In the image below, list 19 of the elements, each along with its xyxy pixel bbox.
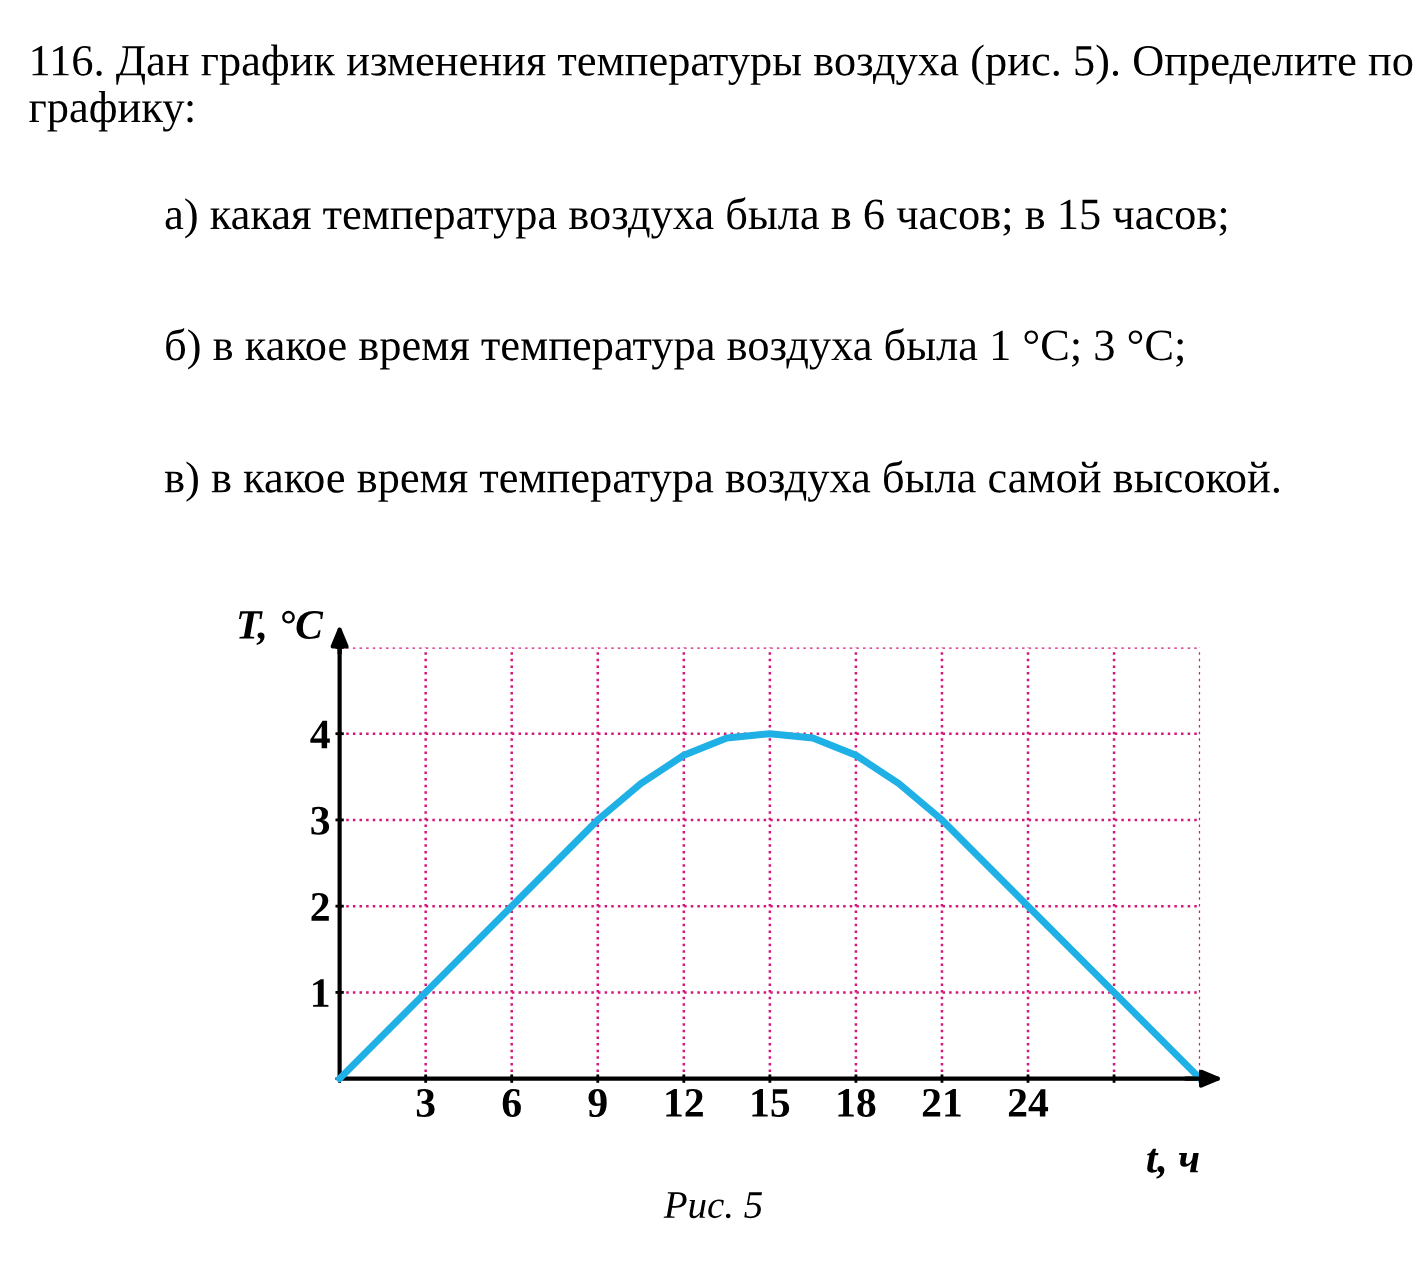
y-tick-label: 1 <box>313 979 329 1007</box>
y-tick-label: 2 <box>311 893 329 921</box>
text: а) какая температура воздуха была в 6 часов; в 15 часов; <box>165 197 1227 239</box>
y-tick-label: 3 <box>311 806 330 835</box>
x-tick-label: 24 <box>1008 1089 1049 1117</box>
x-tick-label: 9 <box>588 1089 607 1118</box>
text: б) в какое время температура воздуха была 1 °C; 3 °C; <box>166 328 1183 370</box>
y-tick-label: 4 <box>310 720 330 749</box>
y-axis-title: T, °C <box>238 610 324 646</box>
x-tick-label: 3 <box>416 1089 435 1118</box>
text: Рис. 5 <box>663 1192 763 1219</box>
x-tick-label: 12 <box>666 1089 703 1117</box>
x-tick-label: 6 <box>502 1089 521 1118</box>
x-tick-label: 15 <box>752 1089 790 1118</box>
x-tick-label: 21 <box>922 1089 961 1117</box>
text: в) в какое время температура воздуха была самой высокой. <box>164 460 1279 502</box>
x-tick-label: 18 <box>838 1088 876 1118</box>
x-axis-title: t, ч <box>1147 1148 1199 1179</box>
chart-title: 116. Дан график изменения температуры воздуха (рис. 5). Определите по графику: <box>29 44 1413 132</box>
